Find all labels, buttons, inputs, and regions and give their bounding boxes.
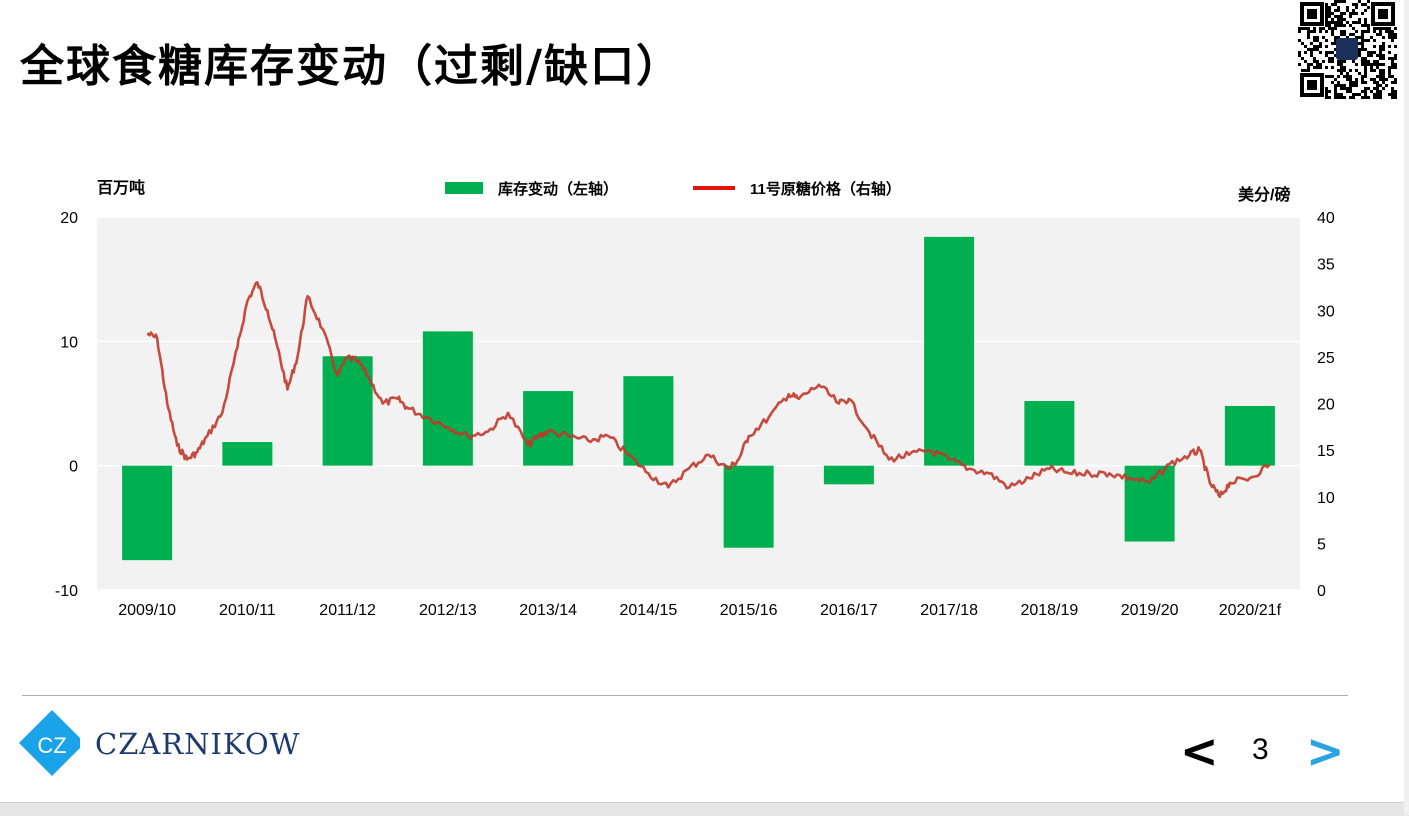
bar-series: [122, 236, 1275, 561]
left-tick-label: -10: [55, 583, 78, 600]
x-tick-label: 2011/12: [319, 602, 376, 619]
bar-2016/17: [823, 465, 874, 485]
bar-2014/15: [623, 376, 674, 466]
plot-area: [97, 217, 1300, 590]
x-tick-label: 2017/18: [920, 602, 978, 619]
slide-title: 全球食糖库存变动（过剩/缺口）: [20, 41, 683, 92]
right-axis-unit: 美分/磅: [1238, 185, 1290, 204]
x-tick-label: 2016/17: [820, 602, 878, 619]
stock-change-chart: 百万吨 美分/磅 库存变动（左轴） 11号原糖价格（右轴） -10 0 10 20 0 5…: [55, 178, 1335, 619]
price-line-series: [146, 281, 1271, 499]
price-line: [146, 281, 1271, 499]
right-tick-label: 35: [1317, 257, 1335, 274]
x-tick-label: 2015/16: [720, 602, 778, 619]
right-tick-label: 0: [1317, 583, 1326, 600]
gridlines: [97, 216, 1300, 591]
x-tick-label: 2010/11: [219, 602, 276, 619]
right-tick-label: 15: [1317, 443, 1335, 460]
bar-2015/16: [723, 465, 774, 548]
left-tick-label: 0: [69, 459, 78, 476]
bar-2012/13: [422, 331, 473, 466]
footer-divider: [22, 695, 1348, 696]
bar-2018/19: [1024, 401, 1075, 466]
right-axis: 0 5 10 15 20 25 30 35 40: [1317, 210, 1335, 600]
bar-2020/21f: [1224, 405, 1275, 466]
x-tick-label: 2019/20: [1121, 602, 1179, 619]
legend-swatch-bar: [445, 182, 483, 194]
bar-2011/12: [322, 356, 373, 466]
x-tick-label: 2014/15: [619, 602, 677, 619]
legend: 库存变动（左轴） 11号原糖价格（右轴）: [445, 180, 901, 198]
legend-label-bar: 库存变动（左轴）: [498, 180, 618, 198]
footer-bar: [0, 802, 1409, 816]
page-number: 3: [1252, 733, 1269, 766]
right-tick-label: 25: [1317, 350, 1335, 367]
bar-2010/11: [222, 442, 273, 466]
logo-initials: CZ: [37, 733, 66, 758]
right-tick-label: 5: [1317, 536, 1326, 553]
bar-2013/14: [523, 391, 574, 466]
x-tick-label: 2020/21f: [1219, 602, 1282, 619]
right-tick-label: 30: [1317, 303, 1335, 320]
bar-2019/20: [1124, 465, 1175, 542]
qr-code: [1298, 0, 1397, 99]
x-tick-label: 2009/10: [118, 602, 176, 619]
left-axis-unit: 百万吨: [97, 178, 145, 197]
x-tick-label: 2013/14: [519, 602, 577, 619]
window-edge: [1404, 0, 1409, 815]
x-tick-label: 2012/13: [419, 602, 477, 619]
right-tick-label: 10: [1317, 490, 1335, 507]
logo-mark-icon: CZ: [19, 710, 85, 776]
prev-page-button[interactable]: <: [1180, 724, 1219, 778]
legend-label-line: 11号原糖价格（右轴）: [750, 180, 901, 198]
left-axis: -10 0 10 20: [55, 210, 78, 600]
chart-container: 百万吨 美分/磅 库存变动（左轴） 11号原糖价格（右轴） -10 0 10 20 0 5…: [0, 160, 1409, 630]
right-tick-label: 40: [1317, 210, 1335, 227]
czarnikow-logo: CZ: [0, 708, 342, 778]
x-axis: 2009/10 2010/11 2011/12 2012/13 2013/14 2014/…: [118, 602, 1281, 619]
left-tick-label: 10: [60, 334, 78, 351]
bar-2009/10: [122, 465, 173, 561]
next-page-button[interactable]: >: [1306, 724, 1345, 778]
bar-2017/18: [924, 236, 975, 466]
left-tick-label: 20: [60, 210, 78, 227]
x-tick-label: 2018/19: [1020, 602, 1078, 619]
logo-text: CZARNIKOW: [95, 727, 301, 761]
right-tick-label: 20: [1317, 397, 1335, 414]
